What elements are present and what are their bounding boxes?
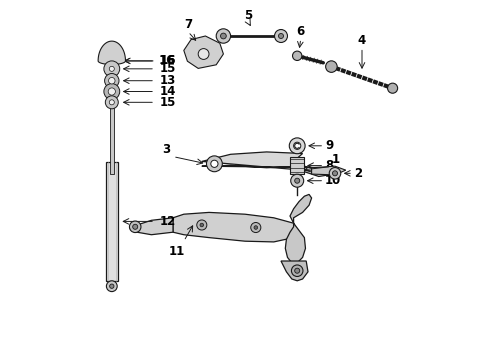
Circle shape xyxy=(109,77,115,84)
Circle shape xyxy=(294,178,300,183)
Text: 6: 6 xyxy=(296,25,305,38)
Text: 9: 9 xyxy=(325,139,333,152)
Circle shape xyxy=(293,51,302,60)
Polygon shape xyxy=(173,212,297,242)
Circle shape xyxy=(198,49,209,59)
Circle shape xyxy=(291,174,304,187)
Circle shape xyxy=(104,84,120,99)
Circle shape xyxy=(133,224,138,229)
Text: 16: 16 xyxy=(159,54,176,67)
Circle shape xyxy=(274,30,288,42)
Text: 5: 5 xyxy=(245,9,253,22)
Text: 7: 7 xyxy=(184,18,192,31)
Bar xyxy=(106,162,118,281)
Text: 15: 15 xyxy=(159,96,176,109)
Polygon shape xyxy=(184,36,223,68)
Circle shape xyxy=(109,100,114,105)
Polygon shape xyxy=(98,41,125,64)
Circle shape xyxy=(292,265,303,276)
Text: 16: 16 xyxy=(124,54,175,67)
Circle shape xyxy=(104,61,120,77)
Text: 10: 10 xyxy=(325,174,341,187)
Bar xyxy=(291,157,304,174)
Circle shape xyxy=(108,88,116,95)
Circle shape xyxy=(129,221,141,233)
Circle shape xyxy=(333,171,338,176)
Circle shape xyxy=(104,73,119,88)
Circle shape xyxy=(294,268,300,273)
Circle shape xyxy=(110,284,114,288)
Circle shape xyxy=(216,29,231,43)
Circle shape xyxy=(388,83,398,93)
Text: 8: 8 xyxy=(325,159,333,172)
Bar xyxy=(110,72,114,174)
Text: 14: 14 xyxy=(159,85,176,98)
Circle shape xyxy=(105,96,118,109)
Circle shape xyxy=(220,33,226,39)
Text: 1: 1 xyxy=(332,153,340,166)
Text: 2: 2 xyxy=(354,167,362,180)
Polygon shape xyxy=(285,194,312,263)
Circle shape xyxy=(106,281,117,292)
Circle shape xyxy=(211,160,218,167)
Circle shape xyxy=(197,220,207,230)
Circle shape xyxy=(294,142,301,149)
Text: 11: 11 xyxy=(169,245,185,258)
Circle shape xyxy=(251,222,261,233)
Text: 3: 3 xyxy=(162,143,170,156)
Text: 12: 12 xyxy=(159,215,175,228)
Polygon shape xyxy=(130,218,173,235)
Polygon shape xyxy=(312,166,346,175)
Polygon shape xyxy=(202,152,339,176)
Polygon shape xyxy=(281,261,308,281)
Text: 16: 16 xyxy=(159,54,176,67)
Circle shape xyxy=(278,33,284,39)
Circle shape xyxy=(206,156,222,172)
Circle shape xyxy=(326,61,337,72)
Circle shape xyxy=(200,223,204,227)
Circle shape xyxy=(329,167,341,179)
Circle shape xyxy=(254,226,258,229)
Text: 15: 15 xyxy=(159,62,176,75)
Text: 13: 13 xyxy=(159,74,175,87)
Text: 4: 4 xyxy=(358,34,366,47)
Circle shape xyxy=(289,138,305,154)
Circle shape xyxy=(109,66,114,71)
